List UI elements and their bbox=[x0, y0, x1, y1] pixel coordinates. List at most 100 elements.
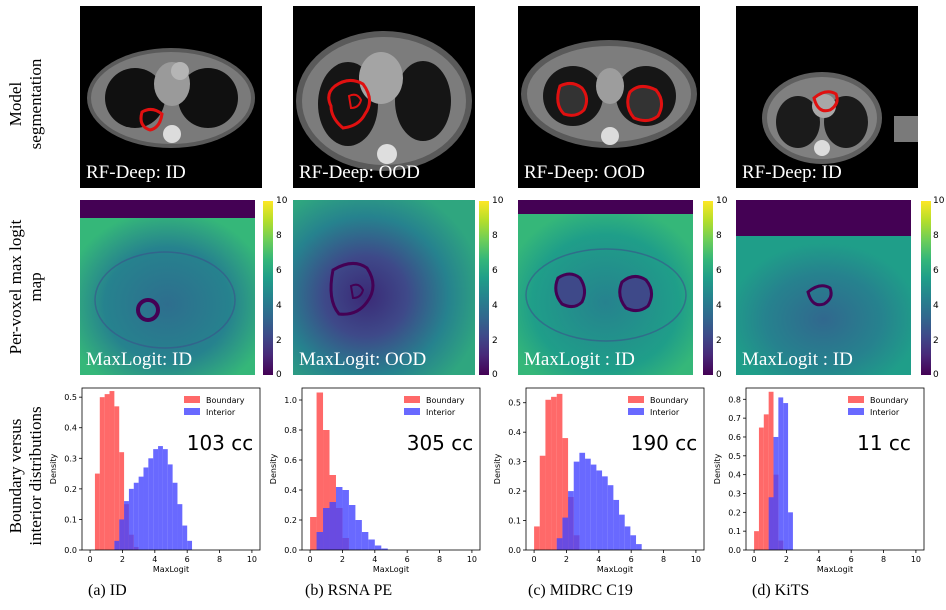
histogram-bar bbox=[114, 540, 120, 550]
y-tick-label: 0.6 bbox=[284, 456, 297, 465]
histogram-bar bbox=[551, 396, 557, 550]
legend-swatch bbox=[184, 408, 200, 415]
maxlogit-label: MaxLogit : ID bbox=[524, 349, 635, 370]
ct-scan-image bbox=[762, 72, 918, 164]
plot-frame bbox=[745, 387, 925, 551]
y-tick-label: 0.4 bbox=[284, 486, 297, 495]
histogram-bar bbox=[368, 539, 375, 550]
histogram-bar bbox=[590, 464, 597, 550]
histogram-bar bbox=[754, 531, 759, 550]
colorbar bbox=[263, 201, 273, 375]
x-tick-label: 2 bbox=[784, 555, 789, 564]
colorbar-tick: 10 bbox=[933, 196, 945, 206]
x-axis-label: MaxLogit bbox=[373, 565, 409, 574]
histogram-bar bbox=[94, 473, 100, 550]
histogram-bar bbox=[607, 485, 614, 550]
colorbar-tick: 2 bbox=[492, 336, 498, 346]
maxlogit-label: MaxLogit: ID bbox=[86, 349, 193, 370]
ct-segmentation-panel-c: RF-Deep: OOD bbox=[518, 6, 700, 188]
row-label-line: Boundary versus bbox=[6, 418, 25, 534]
y-tick-label: 0.0 bbox=[508, 546, 521, 555]
histogram-bar bbox=[636, 544, 642, 550]
x-tick-label: 8 bbox=[881, 555, 886, 564]
y-tick-label: 0.1 bbox=[508, 517, 521, 526]
colorbar-tick: 8 bbox=[276, 231, 282, 241]
plot-frame bbox=[301, 387, 481, 551]
legend-swatch bbox=[848, 408, 864, 415]
histogram-chart-a: 0 2 4 6 8 10 0.0 0.1 0.2 0.3 0.4 0.5 MaxLogit Density… bbox=[49, 387, 261, 574]
segmentation-label: RF-Deep: ID bbox=[86, 162, 186, 183]
histogram-bar bbox=[788, 512, 793, 550]
x-tick-label: 6 bbox=[405, 555, 410, 564]
volume-annotation: 103 cc bbox=[187, 431, 254, 455]
plot-frame bbox=[81, 387, 261, 551]
histogram-bar bbox=[768, 497, 774, 550]
y-tick-label: 0.0 bbox=[728, 546, 741, 555]
x-tick-label: 4 bbox=[152, 555, 157, 564]
x-tick-label: 0 bbox=[532, 555, 537, 564]
legend-swatch bbox=[184, 396, 200, 403]
y-axis-label: Density bbox=[713, 454, 722, 485]
histogram-bar bbox=[778, 397, 784, 550]
colorbar bbox=[703, 201, 713, 375]
segmentation-label: RF-Deep: OOD bbox=[524, 162, 645, 183]
row-label-segmentation: Model segmentation bbox=[2, 24, 50, 184]
histogram-bar bbox=[768, 391, 774, 550]
histogram-bar bbox=[167, 464, 173, 550]
colorbar-tick: 6 bbox=[933, 266, 939, 276]
histogram-bar bbox=[172, 482, 178, 550]
histogram-bar bbox=[355, 520, 362, 550]
histogram-bar bbox=[348, 505, 356, 550]
subfigure-caption: (a) ID bbox=[88, 582, 127, 599]
histogram-bar bbox=[182, 525, 188, 550]
histogram-bar bbox=[613, 499, 620, 550]
histogram-bar bbox=[138, 476, 144, 550]
row-label-maxlogit: Per-voxel max logit map bbox=[2, 207, 50, 367]
histogram-bar bbox=[545, 399, 552, 550]
y-tick-label: 0.6 bbox=[728, 433, 741, 442]
x-tick-label: 8 bbox=[217, 555, 222, 564]
x-tick-label: 10 bbox=[691, 555, 701, 564]
histogram-bar bbox=[329, 502, 336, 550]
histogram-bar bbox=[374, 545, 382, 550]
histogram-bar bbox=[119, 452, 125, 550]
histogram-bar bbox=[568, 491, 574, 550]
subfigure-caption: (d) KiTS bbox=[752, 582, 810, 599]
histogram-bar bbox=[539, 455, 546, 550]
x-tick-label: 8 bbox=[437, 555, 442, 564]
histogram-bar bbox=[316, 392, 324, 550]
x-tick-label: 4 bbox=[816, 555, 821, 564]
histogram-bar bbox=[119, 519, 125, 550]
colorbar-tick: 4 bbox=[492, 301, 498, 311]
ct-scan-image bbox=[521, 40, 697, 148]
x-axis-label: MaxLogit bbox=[597, 565, 633, 574]
histogram-bar bbox=[556, 393, 563, 550]
y-tick-label: 0.1 bbox=[64, 515, 77, 524]
colorbar bbox=[921, 201, 931, 375]
x-tick-label: 0 bbox=[88, 555, 93, 564]
maxlogit-heatmap bbox=[736, 200, 911, 375]
volume-annotation: 190 cc bbox=[631, 431, 698, 455]
colorbar-tick: 0 bbox=[933, 370, 939, 380]
colorbar-tick: 8 bbox=[716, 231, 722, 241]
y-tick-label: 0.4 bbox=[728, 471, 741, 480]
maxlogit-label: MaxLogit : ID bbox=[742, 349, 853, 370]
maxlogit-label: MaxLogit: OOD bbox=[299, 349, 427, 370]
x-tick-label: 6 bbox=[849, 555, 854, 564]
colorbar-tick: 4 bbox=[933, 301, 939, 311]
ct-segmentation-panel-d: RF-Deep: ID bbox=[736, 6, 918, 188]
ct-scan-image bbox=[87, 48, 255, 148]
y-tick-label: 0.0 bbox=[284, 546, 297, 555]
legend-label: Interior bbox=[870, 408, 900, 417]
colorbar-tick: 6 bbox=[716, 266, 722, 276]
y-tick-label: 0.4 bbox=[508, 428, 521, 437]
legend-swatch bbox=[628, 408, 644, 415]
histogram-chart-b: 0 2 4 6 8 10 0.0 0.2 0.4 0.6 0.8 1.0 MaxLogit Density… bbox=[269, 387, 481, 574]
x-tick-label: 10 bbox=[247, 555, 257, 564]
histogram-bar bbox=[162, 449, 168, 550]
maxlogit-heatmap bbox=[80, 200, 255, 375]
colorbar-tick: 0 bbox=[492, 370, 498, 380]
y-tick-label: 0.5 bbox=[64, 393, 77, 402]
x-tick-label: 4 bbox=[596, 555, 601, 564]
y-tick-label: 0.3 bbox=[64, 454, 77, 463]
